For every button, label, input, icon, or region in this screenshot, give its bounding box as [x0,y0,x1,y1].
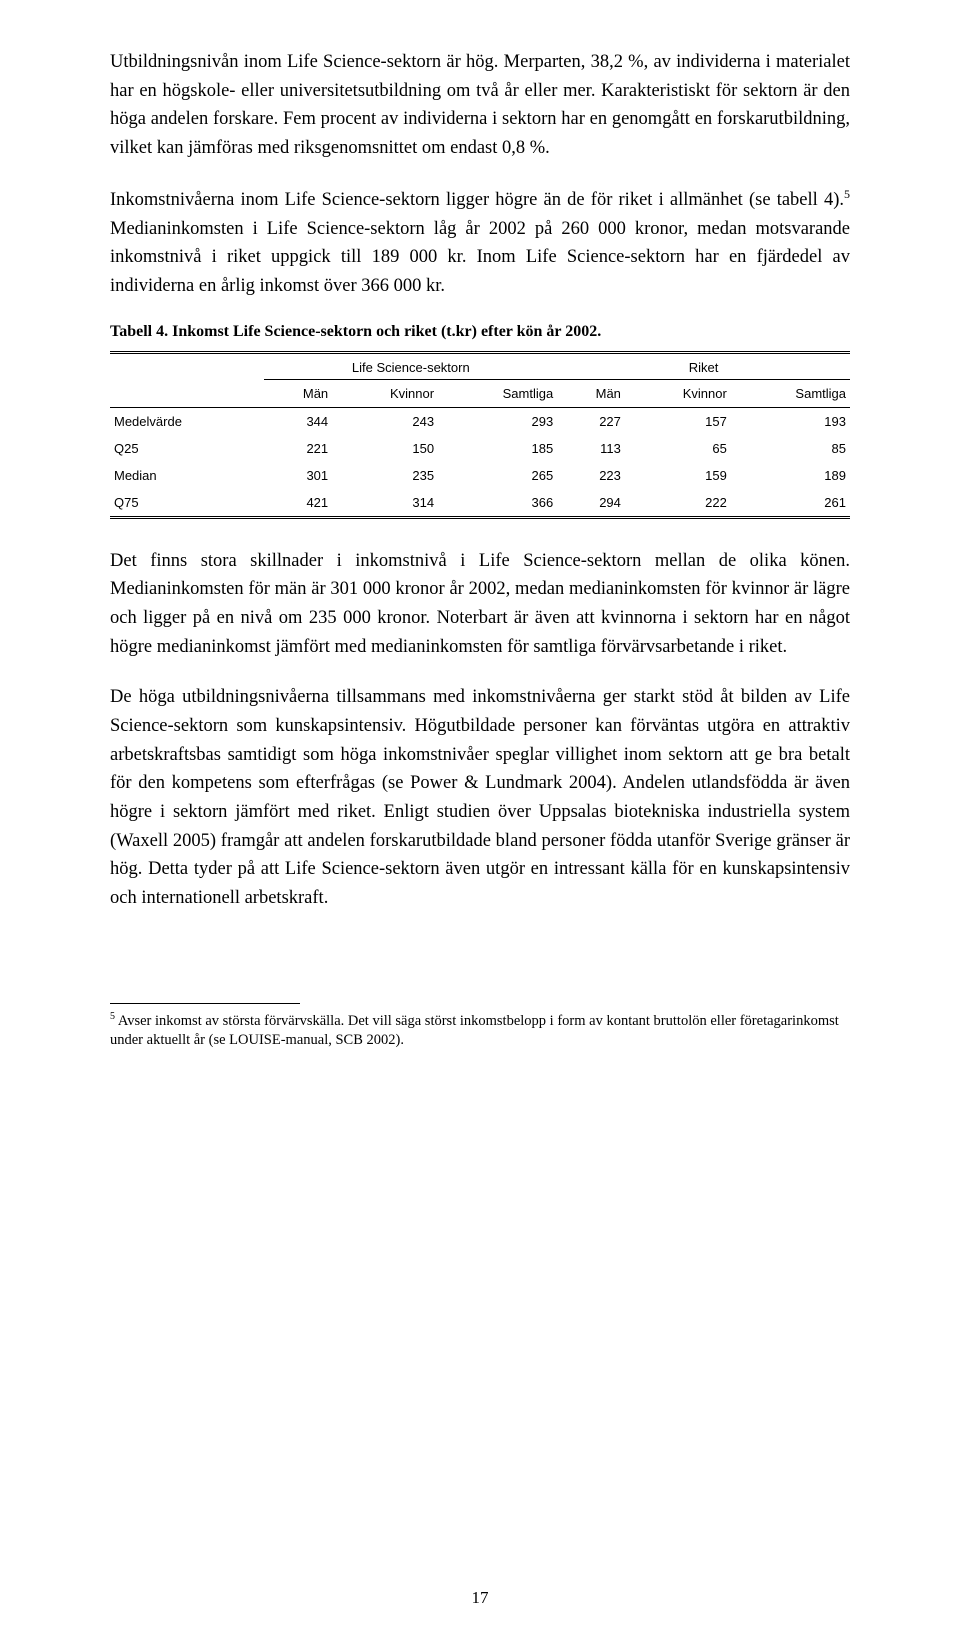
cell: 189 [731,462,850,489]
row-label: Q25 [110,435,264,462]
cell: 366 [438,489,557,518]
footnote-5: 5 Avser inkomst av största förvärvskälla… [110,1010,850,1051]
income-table: Life Science-sektorn Riket Män Kvinnor S… [110,351,850,519]
page-number: 17 [0,1588,960,1608]
cell: 344 [264,407,332,435]
row-label: Medelvärde [110,407,264,435]
cell: 261 [731,489,850,518]
table-row: Median 301 235 265 223 159 189 [110,462,850,489]
group-header-life-science: Life Science-sektorn [264,352,557,379]
cell: 85 [731,435,850,462]
cell: 227 [557,407,625,435]
cell: 293 [438,407,557,435]
row-label: Median [110,462,264,489]
paragraph-2b: Medianinkomsten i Life Science-sektorn l… [110,219,850,296]
footnote-ref-5: 5 [844,187,850,201]
table-caption: Tabell 4. Inkomst Life Science-sektorn o… [110,323,850,341]
cell: 159 [625,462,731,489]
table-col-header-row: Män Kvinnor Samtliga Män Kvinnor Samtlig… [110,379,850,407]
paragraph-2: Inkomstnivåerna inom Life Science-sektor… [110,185,850,301]
col-header: Män [557,379,625,407]
cell: 157 [625,407,731,435]
paragraph-3: Det finns stora skillnader i inkomstnivå… [110,547,850,662]
paragraph-1: Utbildningsnivån inom Life Science-sekto… [110,48,850,163]
cell: 221 [264,435,332,462]
group-header-riket: Riket [557,352,850,379]
cell: 223 [557,462,625,489]
table-group-header-row: Life Science-sektorn Riket [110,352,850,379]
cell: 222 [625,489,731,518]
cell: 150 [332,435,438,462]
paragraph-4: De höga utbildningsnivåerna tillsammans … [110,683,850,912]
cell: 235 [332,462,438,489]
cell: 314 [332,489,438,518]
table-row: Q25 221 150 185 113 65 85 [110,435,850,462]
paragraph-2a: Inkomstnivåerna inom Life Science-sektor… [110,190,844,210]
table-corner-blank [110,352,264,379]
cell: 65 [625,435,731,462]
col-blank [110,379,264,407]
table-row: Q75 421 314 366 294 222 261 [110,489,850,518]
col-header: Samtliga [438,379,557,407]
footnote-text: Avser inkomst av största förvärvskälla. … [110,1012,839,1048]
col-header: Kvinnor [625,379,731,407]
cell: 421 [264,489,332,518]
footnote-separator [110,1003,300,1004]
row-label: Q75 [110,489,264,518]
cell: 265 [438,462,557,489]
cell: 193 [731,407,850,435]
col-header: Samtliga [731,379,850,407]
cell: 185 [438,435,557,462]
cell: 113 [557,435,625,462]
col-header: Kvinnor [332,379,438,407]
col-header: Män [264,379,332,407]
cell: 294 [557,489,625,518]
cell: 301 [264,462,332,489]
table-row: Medelvärde 344 243 293 227 157 193 [110,407,850,435]
cell: 243 [332,407,438,435]
